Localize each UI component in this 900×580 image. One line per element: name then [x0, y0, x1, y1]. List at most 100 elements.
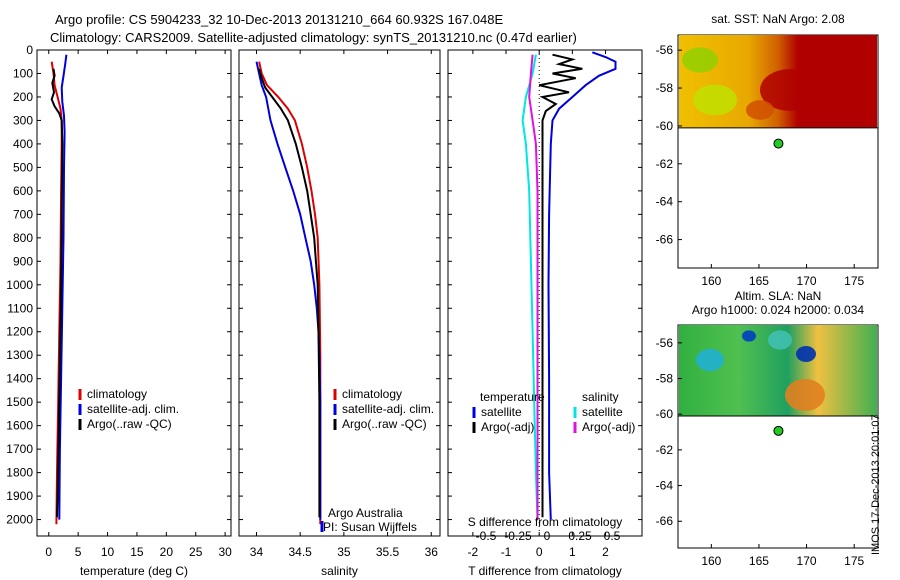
xtick-label: 1	[569, 545, 576, 559]
series-line-2-2	[521, 54, 539, 520]
ytick-label: 600	[13, 184, 33, 198]
plot-frame-1	[238, 49, 441, 537]
plot-frame-2	[447, 49, 643, 537]
sla-blob-1	[796, 346, 816, 362]
xtick-label: 34.5	[288, 545, 312, 559]
ytick-label: 100	[13, 66, 33, 80]
ytick-label: 0	[26, 43, 33, 57]
map-ytick-label: -64	[656, 479, 674, 493]
argo-position-marker-0	[773, 138, 784, 149]
ytick-label: 1200	[6, 325, 33, 339]
ytick-label: 500	[13, 160, 33, 174]
title-line-1: Argo profile: CS 5904233_32 10-Dec-2013 …	[55, 12, 504, 27]
legend-label: satellite-adj. clim.	[342, 402, 434, 416]
series-line-2-3	[528, 54, 539, 520]
ytick-label: 900	[13, 254, 33, 268]
ytick-label: 1400	[6, 372, 33, 386]
map-xtick-label: 160	[701, 274, 721, 288]
ytick-label: 1900	[6, 489, 33, 503]
sst-blob-0	[682, 47, 718, 73]
ytick-label: 2000	[6, 513, 33, 527]
legend-label: satellite	[582, 405, 623, 419]
xtick-label: 0	[536, 545, 543, 559]
ytick-label: 400	[13, 137, 33, 151]
map-xtick-label: 175	[844, 274, 864, 288]
timestamp-stamp: IMOS 17-Dec-2013 20:01:07	[870, 414, 882, 555]
legend-label: Argo(-adj)	[582, 420, 635, 434]
xtick-label: 36	[425, 545, 439, 559]
argo-position-marker-1	[773, 425, 784, 436]
xtick-label: 35.5	[376, 545, 400, 559]
map-title: Altim. SLA: NaN	[735, 289, 822, 303]
series-line-2-1	[538, 53, 583, 518]
ytick-label: 1000	[6, 278, 33, 292]
xtick-label: 25	[189, 545, 203, 559]
sst-blob-2	[760, 69, 820, 111]
sla-blob-3	[696, 348, 724, 372]
title-line-2: Climatology: CARS2009. Satellite-adjuste…	[50, 30, 577, 45]
legend-label: Argo(-adj)	[481, 420, 534, 434]
sla-blob-0	[742, 330, 756, 342]
series-line-1-2	[258, 68, 321, 518]
x2-axis-label: S difference from climatology	[468, 515, 623, 529]
xtick-label: 34	[250, 545, 264, 559]
legend-salinity-heading: salinity	[582, 390, 619, 404]
map-xtick-label: 170	[797, 554, 817, 568]
map-xtick-label: 170	[797, 274, 817, 288]
xtick-label: 0	[45, 545, 52, 559]
map-title: sat. SST: NaN Argo: 2.08	[711, 12, 845, 26]
map-subtitle: Argo h1000: 0.024 h2000: 0.034	[692, 303, 864, 317]
xtick-label: 35	[337, 545, 351, 559]
xtick-label: -1	[501, 545, 512, 559]
xtick-label: 2	[602, 545, 609, 559]
annotation-argo-australia: Argo Australia	[328, 506, 403, 520]
map-ytick-label: -66	[656, 233, 674, 247]
map-ytick-label: -58	[656, 372, 674, 386]
map-xtick-label: 175	[844, 554, 864, 568]
ytick-label: 800	[13, 231, 33, 245]
ytick-label: 200	[13, 90, 33, 104]
series-line-0-1	[58, 54, 68, 520]
x-axis-label: salinity	[321, 564, 358, 578]
map-ytick-label: -58	[656, 81, 674, 95]
x2tick-label: -0.25	[504, 529, 532, 543]
x2tick-label: 0	[544, 529, 551, 543]
map-xtick-label: 165	[749, 274, 769, 288]
map-ytick-label: -64	[656, 195, 674, 209]
ytick-label: 300	[13, 113, 33, 127]
map-xtick-label: 165	[749, 554, 769, 568]
ytick-label: 700	[13, 207, 33, 221]
xtick-label: 10	[101, 545, 115, 559]
ytick-label: 1800	[6, 466, 33, 480]
map-ytick-label: -66	[656, 514, 674, 528]
xtick-label: 15	[130, 545, 144, 559]
ytick-label: 1600	[6, 419, 33, 433]
map-ytick-label: -62	[656, 157, 674, 171]
x-axis-label: T difference from climatology	[468, 564, 622, 578]
map-ytick-label: -56	[656, 336, 674, 350]
sla-blob-2	[785, 379, 825, 411]
legend-label: satellite	[481, 405, 522, 419]
legend-label: Argo(..raw -QC)	[87, 417, 172, 431]
series-line-0-2	[50, 68, 64, 518]
plot-frame-0	[36, 49, 232, 537]
ytick-label: 1300	[6, 348, 33, 362]
x2tick-label: 0.5	[604, 529, 621, 543]
x2tick-label: -0.5	[476, 529, 497, 543]
map-xtick-label: 160	[701, 554, 721, 568]
ytick-label: 1100	[7, 301, 33, 315]
legend-label: Argo(..raw -QC)	[342, 417, 427, 431]
x-axis-label: temperature (deg C)	[80, 564, 188, 578]
map-ytick-label: -62	[656, 443, 674, 457]
legend-label: climatology	[87, 387, 147, 401]
map-ytick-label: -56	[656, 43, 674, 57]
series-line-1-0	[258, 61, 322, 525]
ytick-label: 1500	[6, 395, 33, 409]
xtick-label: -2	[468, 545, 479, 559]
sst-blob-3	[746, 100, 774, 120]
sla-blob-4	[768, 330, 792, 350]
legend-temperature-heading: temperature	[480, 390, 545, 404]
map-ytick-label: -60	[656, 407, 674, 421]
legend-label: climatology	[342, 387, 402, 401]
